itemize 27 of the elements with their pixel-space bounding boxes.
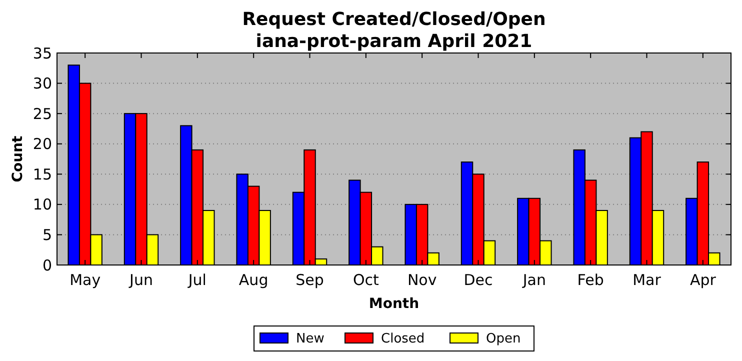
chart-title: Request Created/Closed/Open bbox=[242, 9, 546, 30]
legend-label: Closed bbox=[381, 332, 425, 347]
y-tick-label: 25 bbox=[32, 104, 52, 123]
x-tick-label: Apr bbox=[690, 271, 717, 289]
x-tick-label: Sep bbox=[296, 271, 324, 289]
x-tick-label: Mar bbox=[632, 271, 662, 289]
y-tick-label: 20 bbox=[32, 135, 52, 154]
y-tick-label: 15 bbox=[32, 165, 52, 184]
x-axis-title: Month bbox=[368, 296, 420, 312]
y-axis-title: Count bbox=[10, 135, 26, 182]
x-tick-label: May bbox=[70, 271, 101, 289]
chart-subtitle: iana-prot-param April 2021 bbox=[256, 31, 532, 52]
legend-label: New bbox=[296, 332, 325, 347]
y-tick-label: 10 bbox=[32, 196, 52, 214]
x-tick-label: Jun bbox=[128, 271, 153, 289]
x-tick-label: Jan bbox=[522, 271, 546, 289]
x-tick-label: Feb bbox=[577, 271, 604, 289]
legend-label: Open bbox=[486, 332, 521, 347]
x-tick-label: Aug bbox=[238, 271, 268, 289]
x-tick-label: Oct bbox=[352, 271, 379, 289]
y-tick-label: 0 bbox=[42, 256, 52, 274]
y-tick-label: 5 bbox=[42, 226, 52, 244]
y-tick-label: 30 bbox=[32, 74, 52, 93]
x-tick-label: Nov bbox=[407, 271, 437, 289]
y-tick-label: 35 bbox=[32, 44, 52, 62]
x-tick-label: Dec bbox=[464, 271, 493, 289]
x-tick-label: Jul bbox=[187, 271, 206, 289]
